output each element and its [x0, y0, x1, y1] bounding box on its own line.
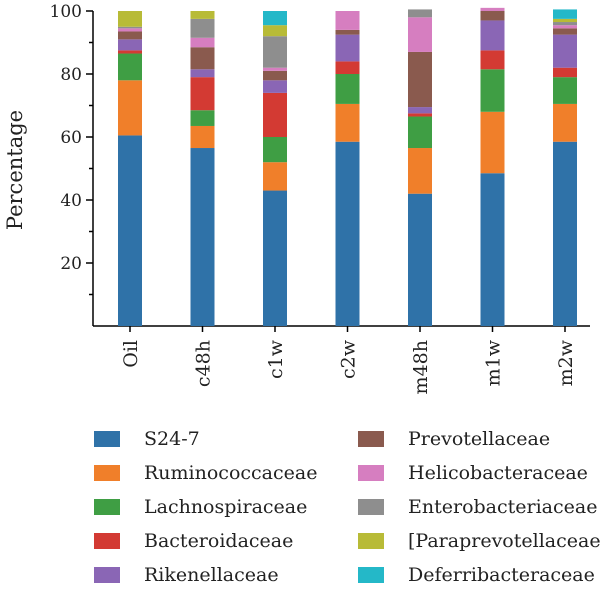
- y-tick-label: 20: [60, 254, 82, 274]
- x-tick-label: c48h: [193, 340, 215, 387]
- y-tick-label: 60: [60, 128, 82, 148]
- bar-segment: [190, 18, 215, 38]
- bar-segment: [480, 7, 505, 11]
- bar-segment: [118, 11, 142, 27]
- bar-segment: [263, 190, 287, 326]
- bar-segment: [480, 11, 505, 21]
- bar-segment: [408, 193, 432, 326]
- x-tick-label: c1w: [265, 339, 287, 379]
- y-tick-label: 80: [60, 65, 82, 85]
- bar-segment: [408, 107, 432, 114]
- bar-segment: [480, 50, 505, 70]
- y-tick-label: 40: [60, 191, 82, 211]
- bar-segment: [263, 162, 287, 191]
- bar-segment: [553, 77, 577, 104]
- bar-segment: [263, 11, 287, 26]
- bar-segment: [408, 116, 432, 149]
- bar-segment: [118, 50, 142, 54]
- bar-segment: [118, 135, 142, 326]
- bar-segment: [335, 61, 360, 74]
- bar-segment: [553, 67, 577, 78]
- bar-segment: [408, 17, 432, 52]
- axes: [86, 10, 590, 332]
- bar-segment: [263, 92, 287, 137]
- bar-segment: [118, 26, 142, 29]
- bar-segment: [118, 39, 142, 51]
- bar-segment: [480, 111, 505, 174]
- bar-segment: [190, 148, 215, 326]
- bar-segment: [408, 113, 432, 117]
- bar-segment: [480, 173, 505, 326]
- bar-segment: [408, 148, 432, 194]
- bar-segment: [553, 22, 577, 26]
- bar-segment: [118, 53, 142, 81]
- x-tick-label: c2w: [338, 339, 360, 379]
- x-tick-label: m48h: [410, 340, 432, 394]
- bar-segment: [190, 110, 215, 126]
- bar-segment: [335, 11, 360, 30]
- bar-segment: [118, 31, 142, 40]
- bar-segment: [408, 9, 432, 18]
- x-tick-label: Oil: [120, 340, 142, 368]
- bar-segment: [553, 25, 577, 29]
- bar-segment: [335, 29, 360, 35]
- tick-labels: 20 40 60 80 100 Oil c48h c1w c2w m48h m1w m2w: [50, 2, 577, 394]
- bar-segment: [553, 18, 577, 23]
- bar-segment: [335, 74, 360, 104]
- bar-segment: [118, 28, 142, 32]
- bar-segment: [190, 77, 215, 111]
- bar-segment: [553, 28, 577, 35]
- bar-segment: [553, 34, 577, 68]
- bar-segment: [335, 103, 360, 142]
- bar-segment: [118, 80, 142, 136]
- bar-segment: [480, 69, 505, 112]
- bar-segment: [553, 9, 577, 19]
- bar-segment: [263, 36, 287, 68]
- bar-segment: [335, 141, 360, 326]
- bar-segment: [553, 141, 577, 326]
- y-tick-label: 100: [50, 2, 82, 22]
- bar-segment: [190, 69, 215, 78]
- bar-segment: [553, 103, 577, 142]
- bar-segment: [480, 20, 505, 51]
- bar-segment: [263, 25, 287, 37]
- bar-segment: [263, 67, 287, 71]
- bar-segment: [263, 80, 287, 93]
- bar-segment: [190, 11, 215, 19]
- x-tick-label: m1w: [483, 339, 505, 386]
- y-axis-label: Percentage: [3, 110, 27, 230]
- bars: [118, 7, 577, 326]
- bar-segment: [408, 51, 432, 108]
- bar-segment: [263, 70, 287, 81]
- x-tick-label: m2w: [555, 339, 577, 386]
- bar-segment: [190, 37, 215, 48]
- bar-segment: [335, 34, 360, 62]
- bar-segment: [190, 47, 215, 70]
- bar-segment: [263, 137, 287, 163]
- bar-segment: [190, 125, 215, 149]
